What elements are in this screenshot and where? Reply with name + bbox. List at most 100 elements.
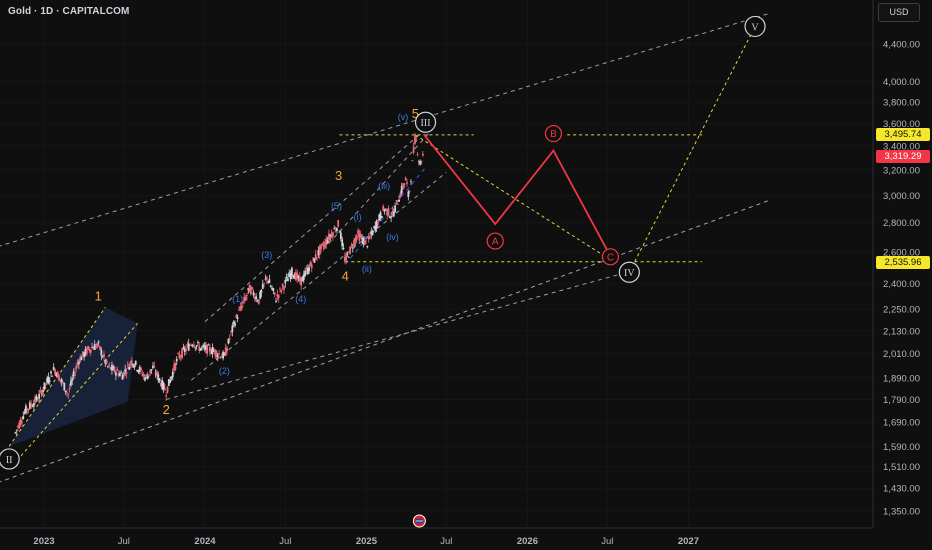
candle[interactable] xyxy=(206,344,209,357)
candle[interactable] xyxy=(167,379,170,387)
candle[interactable] xyxy=(379,210,382,221)
candle[interactable] xyxy=(366,245,369,249)
candle[interactable] xyxy=(73,367,76,379)
candle[interactable] xyxy=(357,227,359,237)
candle[interactable] xyxy=(223,352,226,356)
candle[interactable] xyxy=(386,208,389,220)
candle[interactable] xyxy=(55,372,58,378)
candle[interactable] xyxy=(58,373,60,382)
wave-label[interactable]: (5) xyxy=(331,201,342,211)
candle[interactable] xyxy=(273,292,276,298)
candle[interactable] xyxy=(284,277,287,288)
candle[interactable] xyxy=(238,306,240,311)
candle[interactable] xyxy=(107,365,109,369)
symbol-title[interactable]: Gold · 1D · CAPITALCOM xyxy=(8,6,130,17)
candle[interactable] xyxy=(201,345,203,351)
candle[interactable] xyxy=(404,176,407,181)
candle[interactable] xyxy=(111,361,113,375)
candle[interactable] xyxy=(362,235,365,248)
abc-wave-label[interactable]: A xyxy=(486,232,504,250)
candle[interactable] xyxy=(347,256,350,258)
circled-wave-label[interactable]: V xyxy=(744,15,766,38)
candle[interactable] xyxy=(408,190,411,194)
candle[interactable] xyxy=(317,246,320,258)
candle[interactable] xyxy=(46,375,48,385)
candle[interactable] xyxy=(228,334,231,343)
candle[interactable] xyxy=(329,233,332,241)
abc-wave-label[interactable]: B xyxy=(544,124,563,143)
candle[interactable] xyxy=(88,346,91,354)
candle[interactable] xyxy=(169,376,172,384)
candle[interactable] xyxy=(309,260,312,267)
candle[interactable] xyxy=(141,370,144,378)
candle[interactable] xyxy=(144,374,146,382)
candle[interactable] xyxy=(243,292,246,304)
candle[interactable] xyxy=(156,369,158,380)
candle[interactable] xyxy=(355,233,358,244)
candle[interactable] xyxy=(14,431,17,435)
candle[interactable] xyxy=(378,213,381,222)
candle[interactable] xyxy=(68,383,71,393)
candle[interactable] xyxy=(95,343,97,350)
candle[interactable] xyxy=(27,408,30,414)
candle[interactable] xyxy=(77,359,80,370)
candle[interactable] xyxy=(370,227,373,240)
candle[interactable] xyxy=(324,238,326,249)
candle[interactable] xyxy=(268,274,271,284)
candle[interactable] xyxy=(146,372,149,380)
candle[interactable] xyxy=(342,243,345,251)
candle[interactable] xyxy=(174,362,177,372)
candle[interactable] xyxy=(66,389,68,397)
candle[interactable] xyxy=(31,403,34,408)
candle[interactable] xyxy=(34,394,37,405)
candle[interactable] xyxy=(365,240,367,245)
candle[interactable] xyxy=(224,343,227,357)
candle[interactable] xyxy=(30,400,33,409)
wave-label[interactable]: 4 xyxy=(342,268,349,283)
candle[interactable] xyxy=(215,349,218,361)
candle[interactable] xyxy=(136,369,138,373)
candle[interactable] xyxy=(322,240,325,251)
candle[interactable] xyxy=(267,280,269,285)
candle[interactable] xyxy=(51,375,54,378)
candle[interactable] xyxy=(257,299,260,305)
candle[interactable] xyxy=(96,342,99,349)
candle[interactable] xyxy=(312,257,314,261)
candle[interactable] xyxy=(377,219,379,228)
candle[interactable] xyxy=(190,343,193,347)
candle[interactable] xyxy=(75,362,78,373)
candle[interactable] xyxy=(118,370,121,377)
price-axis[interactable]: 4,400.00 4,000.00 3,800.00 3,600.00 3,400.00… xyxy=(883,40,920,518)
candle[interactable] xyxy=(281,283,284,290)
candle[interactable] xyxy=(406,179,408,187)
candle[interactable] xyxy=(177,352,179,355)
candle[interactable] xyxy=(374,221,377,233)
candle[interactable] xyxy=(255,293,258,302)
candle[interactable] xyxy=(320,244,322,254)
candle[interactable] xyxy=(242,301,244,308)
blue-trend-dashed[interactable] xyxy=(344,167,426,265)
candle[interactable] xyxy=(26,407,29,415)
candle[interactable] xyxy=(72,368,75,380)
candle[interactable] xyxy=(21,416,23,428)
candle[interactable] xyxy=(114,370,117,381)
wave-label[interactable]: (1) xyxy=(232,294,243,304)
candle[interactable] xyxy=(104,359,107,367)
wave-label[interactable]: (v) xyxy=(398,112,409,122)
candle[interactable] xyxy=(173,360,176,374)
annotation-layer[interactable]: 1 2 3 4 5 (1) (2) (3) (4) (5) (i) (ii) (iii) (iv) (v) I… xyxy=(0,15,766,528)
candle[interactable] xyxy=(178,350,181,360)
candle[interactable] xyxy=(418,159,420,166)
candle[interactable] xyxy=(105,358,108,366)
candle[interactable] xyxy=(318,244,321,260)
candle[interactable] xyxy=(410,179,412,186)
candle[interactable] xyxy=(235,313,238,319)
candle[interactable] xyxy=(301,276,304,282)
candle[interactable] xyxy=(48,377,51,386)
candle[interactable] xyxy=(18,420,21,430)
candle[interactable] xyxy=(130,357,133,369)
candle[interactable] xyxy=(129,360,132,369)
candle[interactable] xyxy=(402,182,404,190)
candle[interactable] xyxy=(133,363,136,371)
candle[interactable] xyxy=(263,282,266,288)
